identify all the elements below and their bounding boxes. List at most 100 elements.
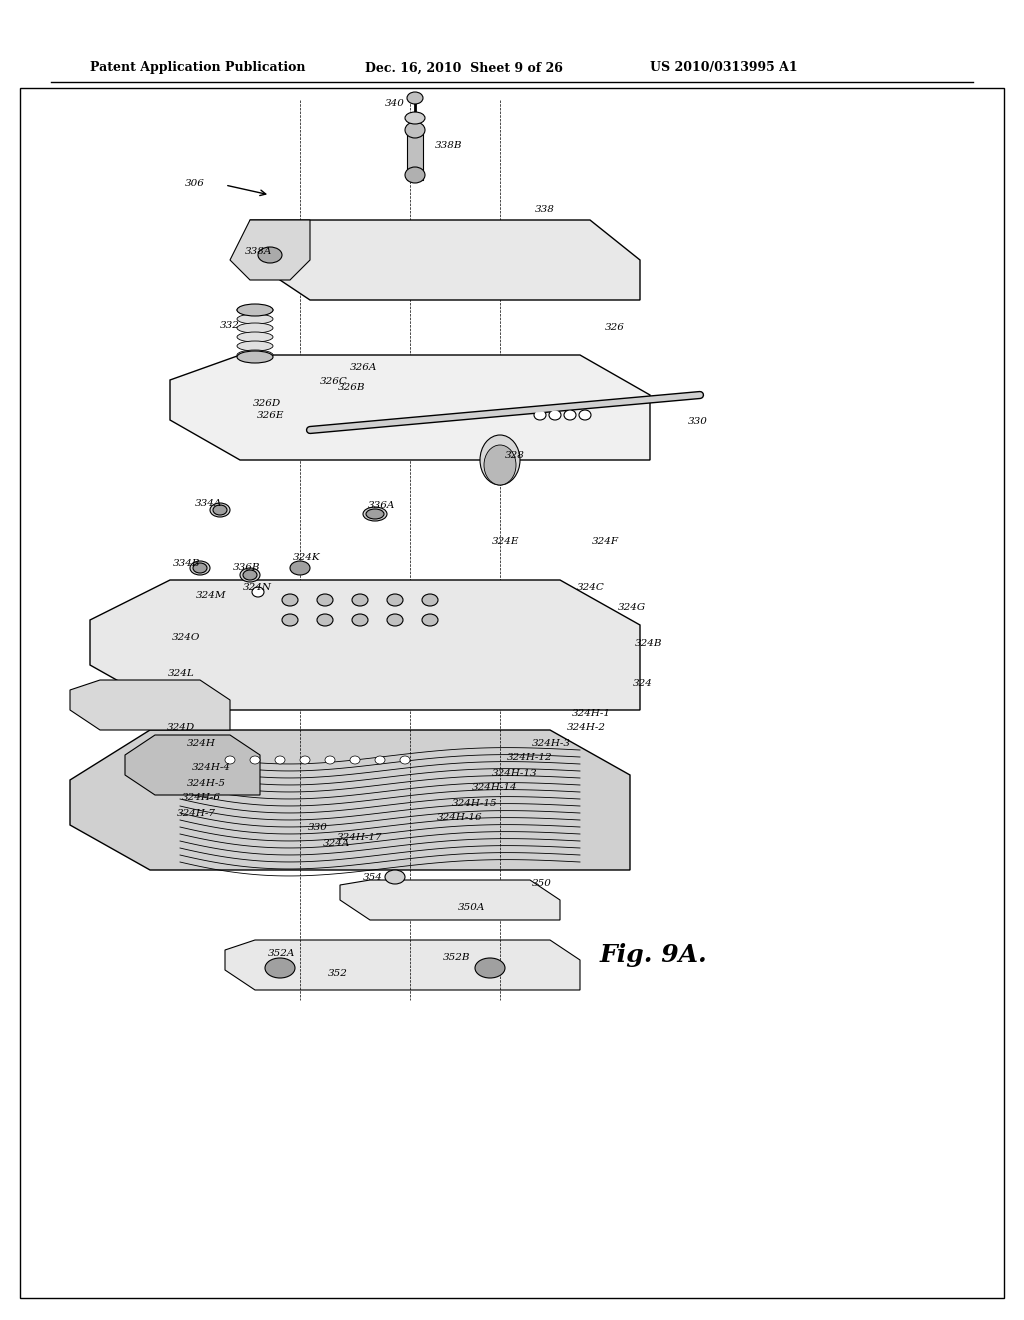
Ellipse shape [265,958,295,978]
Text: 326: 326 [605,323,625,333]
Ellipse shape [406,121,425,139]
Text: 330: 330 [308,824,328,833]
Polygon shape [340,880,560,920]
Ellipse shape [534,411,546,420]
Ellipse shape [579,411,591,420]
Polygon shape [250,220,640,300]
Text: Fig. 9A.: Fig. 9A. [600,942,708,968]
Text: 338: 338 [535,206,555,214]
Ellipse shape [317,614,333,626]
Text: 324H-15: 324H-15 [452,799,498,808]
Ellipse shape [317,594,333,606]
Text: 324H-12: 324H-12 [507,754,553,763]
Polygon shape [125,735,260,795]
Text: 352B: 352B [443,953,470,962]
Ellipse shape [422,594,438,606]
Polygon shape [230,220,310,280]
Text: 334A: 334A [195,499,222,507]
Text: 338A: 338A [245,248,272,256]
Text: 324L: 324L [168,668,195,677]
Text: 352A: 352A [268,949,295,957]
Ellipse shape [406,168,425,183]
Text: 340: 340 [385,99,404,107]
Ellipse shape [237,304,273,315]
Text: 324: 324 [633,678,653,688]
Text: 324H-2: 324H-2 [567,723,606,733]
Ellipse shape [350,756,360,764]
Ellipse shape [407,92,423,104]
Ellipse shape [480,436,520,484]
Ellipse shape [243,570,257,579]
Text: 326E: 326E [257,412,285,421]
Ellipse shape [352,594,368,606]
Text: 324A: 324A [323,838,350,847]
Ellipse shape [564,411,575,420]
Text: 326D: 326D [253,399,282,408]
Ellipse shape [258,247,282,263]
Text: 324H-6: 324H-6 [182,793,221,803]
Ellipse shape [300,756,310,764]
Text: 324H-1: 324H-1 [572,709,611,718]
Ellipse shape [237,350,273,360]
Text: 350: 350 [532,879,552,887]
Ellipse shape [549,411,561,420]
Text: 324H-5: 324H-5 [187,779,226,788]
Text: 334B: 334B [173,558,201,568]
Polygon shape [70,730,630,870]
Text: US 2010/0313995 A1: US 2010/0313995 A1 [650,62,798,74]
Ellipse shape [400,756,410,764]
Polygon shape [225,940,580,990]
Text: 324C: 324C [577,583,605,593]
Ellipse shape [282,594,298,606]
Ellipse shape [362,507,387,521]
Text: 336A: 336A [368,502,395,511]
Polygon shape [170,355,650,459]
Text: 326B: 326B [338,384,366,392]
Text: 324H-13: 324H-13 [492,768,538,777]
Ellipse shape [387,594,403,606]
Ellipse shape [275,756,285,764]
Ellipse shape [475,958,505,978]
Text: 330: 330 [688,417,708,426]
Text: Dec. 16, 2010  Sheet 9 of 26: Dec. 16, 2010 Sheet 9 of 26 [365,62,563,74]
Text: 332: 332 [220,321,240,330]
Text: Patent Application Publication: Patent Application Publication [90,62,305,74]
Ellipse shape [225,756,234,764]
Text: 336B: 336B [233,562,260,572]
Ellipse shape [252,587,264,597]
Text: 324E: 324E [492,537,519,546]
Text: 324N: 324N [243,583,272,593]
Text: 324K: 324K [293,553,321,562]
Ellipse shape [190,561,210,576]
Text: 324H-14: 324H-14 [472,784,517,792]
Ellipse shape [422,614,438,626]
Text: 352: 352 [328,969,348,978]
Ellipse shape [387,614,403,626]
Polygon shape [70,680,230,730]
Ellipse shape [237,305,273,315]
Text: 326A: 326A [350,363,378,372]
Ellipse shape [237,333,273,342]
Ellipse shape [385,870,406,884]
Ellipse shape [375,756,385,764]
Text: 324H-4: 324H-4 [193,763,231,772]
Ellipse shape [237,351,273,363]
Text: 324F: 324F [592,537,620,546]
Ellipse shape [282,614,298,626]
Ellipse shape [290,561,310,576]
Text: 324G: 324G [618,603,646,612]
Ellipse shape [237,323,273,333]
Ellipse shape [213,506,227,515]
Text: 324H-3: 324H-3 [532,738,571,747]
Ellipse shape [250,756,260,764]
Ellipse shape [484,445,516,484]
Text: 324H: 324H [187,738,216,747]
Ellipse shape [352,614,368,626]
Text: 306: 306 [185,178,205,187]
Ellipse shape [240,568,260,582]
Text: 328: 328 [505,450,525,459]
Polygon shape [90,579,640,710]
Text: 354: 354 [362,874,383,883]
Ellipse shape [237,341,273,351]
Ellipse shape [325,756,335,764]
